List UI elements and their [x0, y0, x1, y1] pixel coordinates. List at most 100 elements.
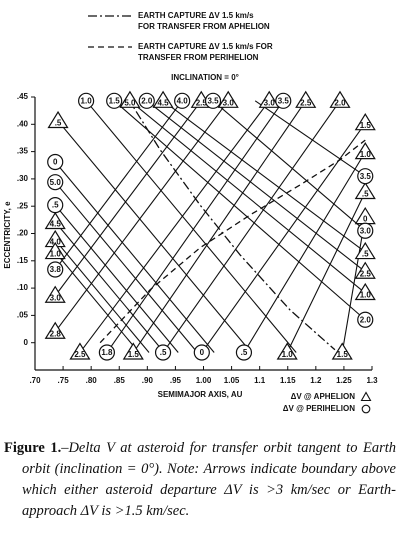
contour-line: [113, 100, 366, 321]
contour-label: 5.0: [124, 98, 136, 107]
perihelion-marker: [204, 92, 222, 109]
aphelion-marker: [331, 342, 353, 360]
contour-label: 1.0: [360, 291, 372, 300]
legend-label: EARTH CAPTURE ΔV 1.5 km/s FOR TRANSFER F…: [138, 42, 273, 62]
chart: INCLINATION = 0° SEMIMAJOR AXIS, AU ECCE…: [3, 15, 378, 414]
aphelion-marker: [47, 110, 69, 129]
aphelion-marker: [122, 342, 144, 360]
contour-label: 3.0: [360, 226, 372, 235]
aphelion-marker: [44, 285, 66, 303]
aphelion-marker: [152, 90, 174, 108]
contour-line: [54, 221, 165, 353]
contour-line: [54, 161, 215, 353]
contour-label: 3.0: [50, 293, 62, 302]
contour-label: 3.8: [50, 265, 62, 274]
contour-label: 2.5: [74, 350, 86, 359]
contour-line: [162, 100, 366, 253]
perihelion-marker: [193, 344, 210, 361]
contour-line: [54, 239, 150, 353]
contour-line: [146, 100, 366, 273]
y-tick-label: .20: [17, 229, 29, 238]
contour-label: 3.0: [223, 98, 235, 107]
caption: Figure 1.–Delta V at asteroid for transf…: [4, 438, 396, 522]
marker-legend-label: ΔV @ APHELION: [291, 392, 356, 401]
contour-label: 3.5: [278, 96, 290, 105]
contour-label: 1.5: [128, 350, 140, 359]
marker-legend-label: ΔV @ PERIHELION: [283, 404, 355, 413]
contour-label: 2.8: [50, 329, 62, 338]
perihelion-marker: [78, 92, 95, 109]
x-tick-label: .80: [86, 376, 98, 385]
contour-line: [243, 151, 366, 353]
contour-label: 1.5: [337, 350, 349, 359]
contour-line: [54, 100, 202, 297]
aphelion-marker: [44, 241, 66, 260]
aphelion-marker: [354, 241, 376, 260]
perihelion-marker: [47, 261, 64, 278]
aphelion-marker: [276, 342, 298, 360]
y-axis-label: ECCENTRICITY, e: [3, 201, 12, 269]
perihelion-marker: [138, 92, 155, 109]
contour-label: 2.5: [196, 98, 208, 107]
aphelion-marker: [295, 90, 317, 108]
y-tick-label: .05: [17, 311, 29, 320]
contour-label: 1.5: [109, 96, 121, 105]
contour-label: 1.0: [81, 96, 93, 105]
contour-label: 3.5: [207, 96, 219, 105]
caption-text: –Delta V at asteroid for transfer orbit …: [22, 440, 397, 519]
contour-label: 4.5: [157, 98, 169, 107]
contour-line: [162, 100, 341, 353]
contour-label: 1.0: [282, 350, 294, 359]
y-tick-label: .15: [17, 256, 29, 265]
x-tick-label: 1.25: [336, 376, 352, 385]
annotation: INCLINATION = 0°: [171, 73, 239, 82]
contour-line: [106, 100, 284, 353]
contour-label: .5: [241, 348, 248, 357]
x-tick-label: 1.00: [196, 376, 212, 385]
contour-label: .5: [362, 250, 369, 259]
contour-line: [85, 100, 297, 353]
contour-label: 1.0: [360, 150, 372, 159]
contour-line: [341, 217, 366, 353]
aphelion-marker: [44, 321, 66, 339]
x-tick-label: 1.3: [366, 376, 378, 385]
contour-line: [54, 181, 198, 353]
aphelion-marker: [44, 211, 66, 230]
x-tick-label: 1.05: [224, 376, 240, 385]
x-tick-label: .75: [58, 376, 70, 385]
x-tick-label: .70: [29, 376, 41, 385]
capture-boundary: [126, 96, 336, 351]
contour-line: [79, 100, 270, 353]
contour-label: 0: [53, 158, 58, 167]
perihelion-marker: [275, 92, 292, 109]
perihelion-marker: [47, 174, 64, 191]
aphelion-marker: [354, 141, 376, 160]
legend-triangle: [360, 391, 372, 402]
x-axis-label: SEMIMAJOR AXIS, AU: [158, 390, 243, 399]
y-tick-label: .10: [17, 283, 29, 292]
y-tick-label: 0: [24, 338, 29, 347]
y-tick-label: .25: [17, 201, 29, 210]
contour-line: [54, 100, 183, 270]
aphelion-marker: [354, 261, 376, 279]
capture-boundary: [99, 139, 366, 344]
aphelion-marker: [258, 90, 280, 108]
perihelion-marker: [98, 344, 115, 361]
contour-label: 2.0: [360, 315, 372, 324]
contour-line: [54, 204, 179, 353]
y-tick-label: .40: [17, 119, 29, 128]
contour-label: 3.5: [360, 172, 372, 181]
aphelion-marker: [329, 90, 351, 108]
contour-label: 1.8: [101, 348, 113, 357]
x-tick-label: 1.15: [280, 376, 296, 385]
contour-label: 2.5: [300, 98, 312, 107]
aphelion-marker: [354, 181, 376, 200]
contour-label: 2.0: [334, 98, 346, 107]
perihelion-marker: [357, 222, 374, 239]
caption-label: Figure 1.: [4, 440, 62, 456]
y-tick-label: .35: [17, 147, 29, 156]
contour-label: .5: [160, 348, 167, 357]
x-tick-label: 1.1: [254, 376, 266, 385]
contour-label: .5: [362, 190, 369, 199]
